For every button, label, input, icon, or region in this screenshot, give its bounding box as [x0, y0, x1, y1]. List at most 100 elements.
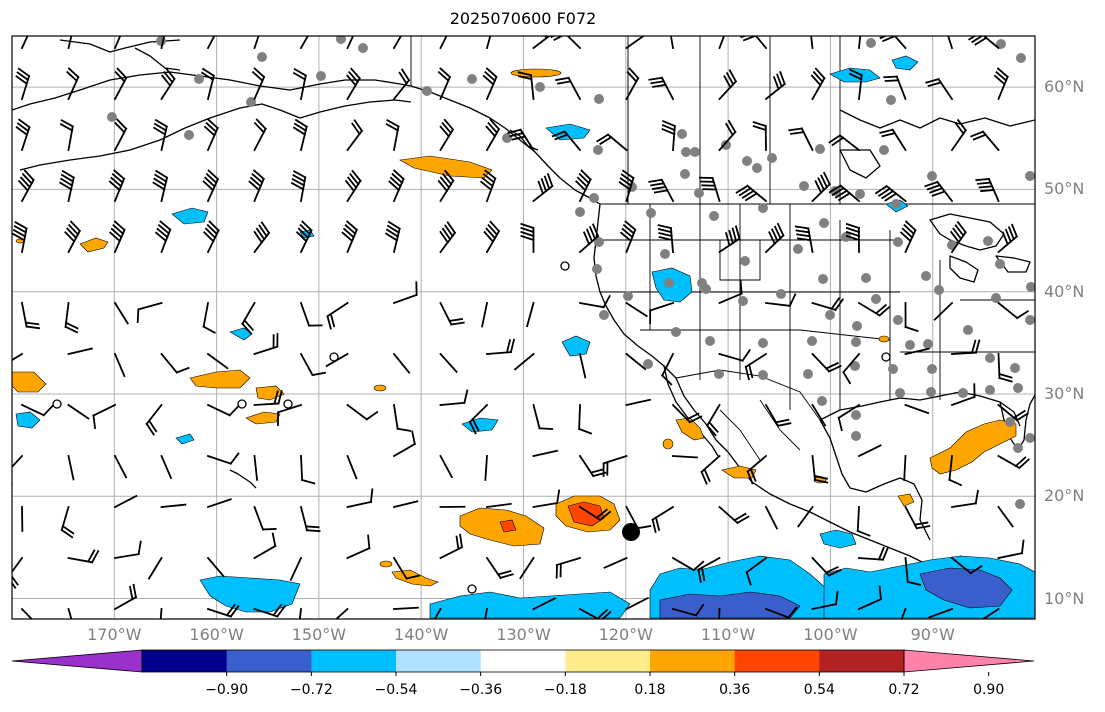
wind-barb — [439, 352, 458, 374]
wind-barb — [485, 502, 512, 509]
wind-barb — [346, 36, 359, 50]
wind-barb — [64, 220, 82, 254]
wind-barb — [904, 505, 931, 530]
wind-barb — [551, 130, 582, 152]
wind-barb — [20, 36, 34, 50]
wind-barb — [997, 539, 1025, 560]
wind-barb — [253, 36, 264, 50]
wind-barb — [113, 352, 126, 378]
lon-label: 150°W — [291, 625, 347, 644]
wind-barb — [67, 347, 93, 356]
wind-barb — [439, 454, 454, 479]
wind-barb — [951, 339, 981, 355]
wind-barb — [532, 403, 554, 431]
wind-barb — [439, 533, 464, 560]
wind-barb — [392, 556, 420, 580]
wind-barb — [625, 36, 648, 50]
wind-barb — [904, 302, 919, 333]
map-title: 2025070600 F072 — [449, 9, 597, 28]
wind-barb — [672, 455, 698, 459]
wind-barb — [60, 505, 75, 539]
colorbar-segment — [396, 650, 482, 672]
wind-barb — [253, 532, 277, 560]
wind-barb — [203, 118, 219, 152]
wind-barb — [574, 169, 592, 203]
wind-barb — [67, 403, 90, 420]
colorbar-segment — [819, 650, 905, 672]
lon-label: 130°W — [496, 625, 551, 644]
colorbar-extend-low — [11, 649, 143, 673]
contour-fills — [12, 55, 1035, 619]
wind-barb — [904, 557, 922, 586]
wind-barb — [439, 221, 457, 254]
wind-barb — [206, 603, 240, 618]
colorbar-tick-label: −0.18 — [543, 682, 587, 698]
wind-barb — [765, 293, 797, 308]
colorbar-tick-label: −0.90 — [205, 682, 249, 698]
wind-barb — [67, 549, 100, 564]
wind-barb — [113, 118, 128, 152]
colorbar-segment — [480, 650, 566, 672]
colorbar-segment — [311, 650, 397, 672]
wind-barb — [828, 184, 861, 203]
wind-barb — [842, 352, 861, 385]
wind-barb — [203, 220, 220, 254]
wind-barb — [797, 505, 814, 528]
wind-barb — [160, 67, 176, 101]
wind-barb — [206, 403, 240, 417]
wind-barb — [526, 301, 535, 328]
wind-barb — [20, 403, 54, 417]
wind-barb — [848, 68, 863, 100]
wind-barb — [596, 133, 628, 152]
wind-barb — [12, 352, 24, 368]
wind-barb — [648, 178, 675, 203]
wind-barb — [718, 69, 738, 101]
wind-barb — [856, 506, 871, 537]
wind-barb — [200, 67, 216, 101]
wind-barb — [468, 403, 489, 435]
wind-barb — [857, 444, 882, 458]
wind-barb — [735, 184, 768, 203]
lon-label: 160°W — [189, 625, 244, 644]
wind-barb — [857, 585, 883, 611]
wind-barb — [811, 171, 831, 203]
colorbar-segment — [565, 650, 651, 672]
wind-barb — [671, 556, 705, 572]
wind-barb — [388, 169, 405, 203]
wind-barb — [764, 70, 786, 101]
wind-barb — [876, 36, 907, 50]
wind-barb — [392, 68, 411, 101]
colorbar-tick-label: 0.18 — [634, 682, 666, 698]
wind-barb — [253, 390, 283, 406]
wind-barb — [145, 403, 163, 436]
wind-barb — [532, 449, 559, 458]
wind-barb — [482, 67, 498, 101]
wind-barb — [393, 606, 419, 610]
wind-barb — [160, 454, 173, 480]
wind-barb — [764, 222, 785, 254]
map-frame — [11, 35, 1036, 620]
wind-barb — [439, 389, 469, 406]
wind-barb — [811, 455, 829, 484]
wind-barb — [346, 454, 358, 480]
wind-barb — [602, 454, 628, 477]
lon-label: 120°W — [598, 625, 653, 644]
wind-barb — [657, 224, 674, 253]
wind-barb — [202, 169, 220, 203]
wind-barb — [439, 118, 455, 152]
wind-barb — [577, 404, 593, 435]
wind-barb — [845, 222, 861, 253]
wind-barb — [485, 36, 495, 50]
wind-barb — [346, 403, 379, 421]
wind-barb — [578, 223, 600, 254]
wind-barb — [519, 556, 535, 580]
colorbar-tick-label: 0.54 — [803, 682, 835, 698]
wind-barb — [113, 583, 138, 611]
wind-barb — [202, 301, 216, 334]
lat-label: 30°N — [1044, 383, 1085, 403]
wind-barb — [828, 134, 861, 152]
wind-barbs — [12, 36, 1031, 619]
wind-barb — [479, 169, 497, 203]
wind-barb — [578, 454, 607, 478]
wind-barb — [555, 76, 582, 101]
